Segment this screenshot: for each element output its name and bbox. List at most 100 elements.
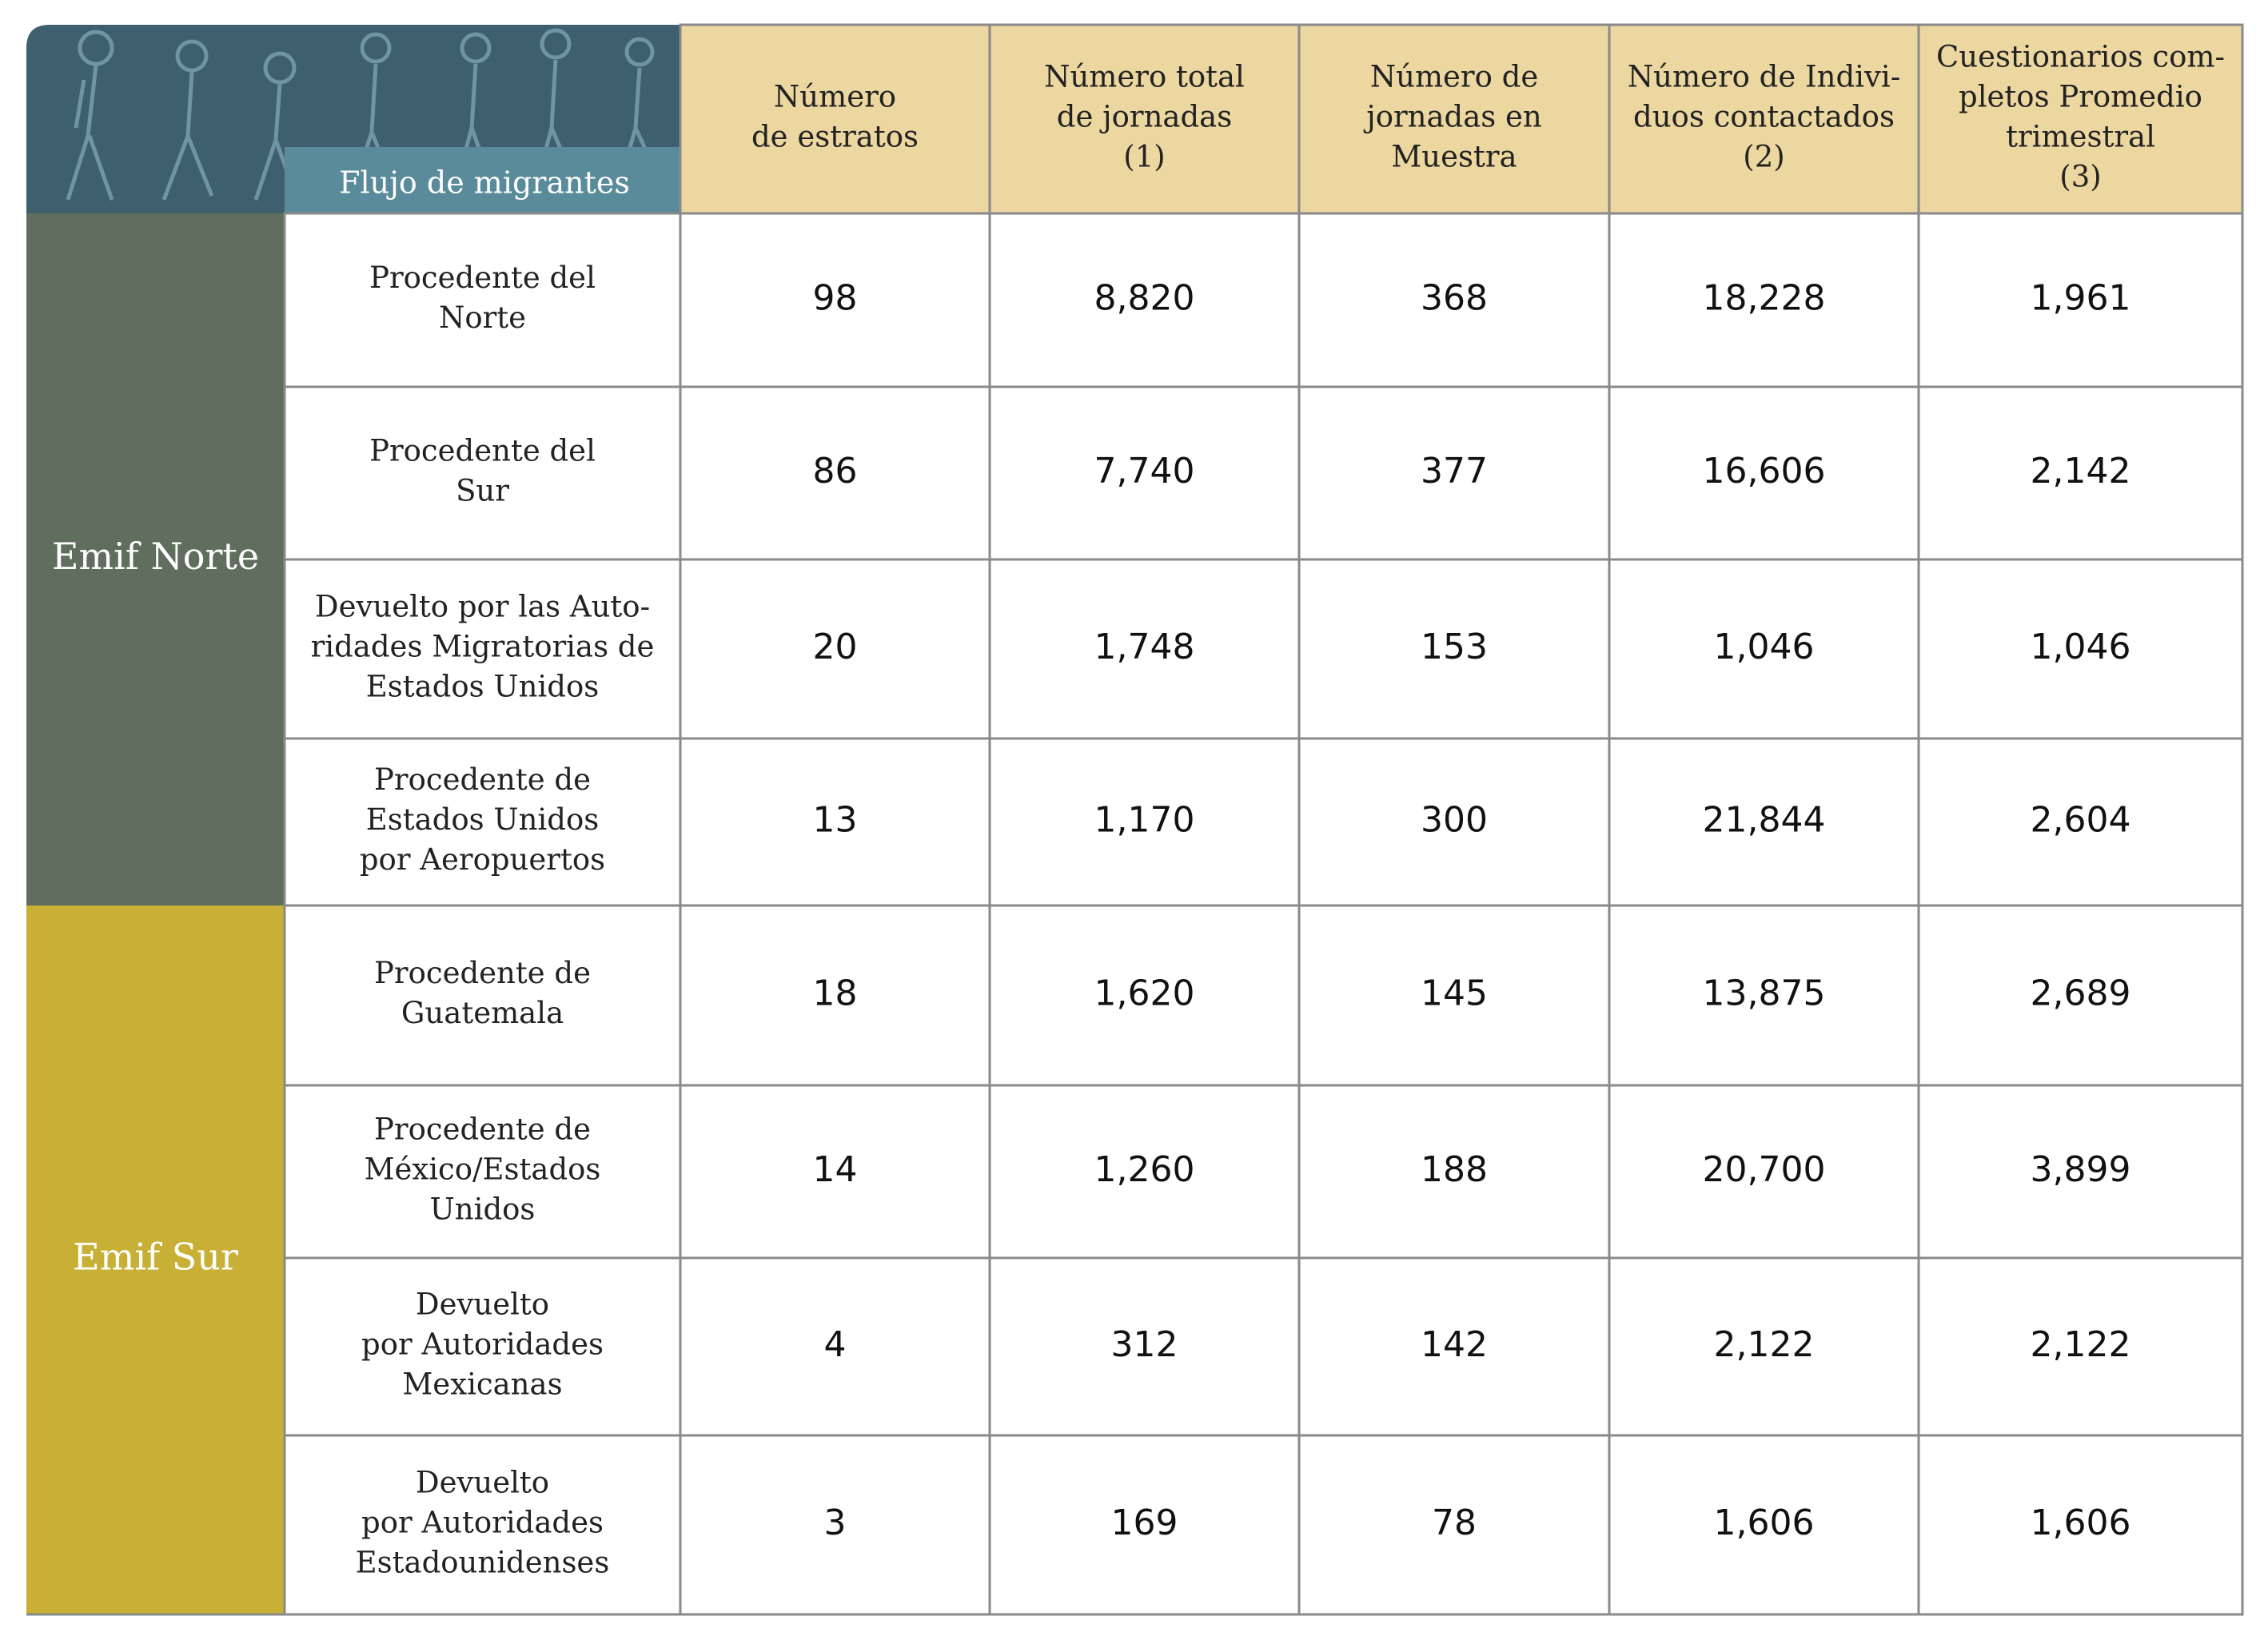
cell-text-line: México/Estados: [365, 1152, 601, 1187]
value: 21,844: [1703, 800, 1826, 841]
cell: [988, 737, 1301, 907]
cell-text-line: de jornadas: [1057, 100, 1232, 134]
cell-text-line: Devuelto: [416, 1288, 549, 1322]
cell-text-line: Devuelto: [416, 1466, 549, 1500]
cell: [988, 1434, 1301, 1616]
cell: [1297, 385, 1611, 561]
cell: [1917, 1084, 2244, 1260]
value: 18: [813, 973, 858, 1014]
cell-text-line: Procedente de: [374, 762, 591, 797]
value: 98: [813, 278, 858, 319]
cell: [1917, 1434, 2244, 1616]
cell: [988, 558, 1301, 740]
value: 2,689: [2031, 973, 2131, 1014]
value: 2,604: [2031, 800, 2131, 841]
cell-text-line: duos contactados: [1633, 100, 1895, 134]
cell-text-line: Procedente de: [374, 956, 591, 990]
cell-text-line: Procedente de: [374, 1113, 591, 1147]
cell: [1917, 737, 2244, 907]
value: 16,606: [1703, 451, 1826, 492]
cell-text-line: ridades Migratorias de: [311, 630, 655, 664]
value: 169: [1111, 1503, 1178, 1543]
cell: [1297, 1084, 1611, 1260]
cell-text-line: Estados Unidos: [366, 802, 599, 837]
value: 13,875: [1703, 973, 1826, 1014]
cell: [1608, 737, 1920, 907]
cell-text-line: (1): [1123, 140, 1165, 174]
cell-text-line: Cuestionarios com-: [1936, 40, 2225, 74]
value: 20: [813, 627, 858, 667]
value: 3: [824, 1503, 847, 1543]
cell-text-line: Procedente del: [369, 434, 596, 468]
cell: [1917, 1256, 2244, 1437]
header-cell: [679, 23, 991, 215]
cell: [679, 558, 991, 740]
cell: [1608, 558, 1920, 740]
cell: [988, 212, 1301, 388]
cell-text-line: pletos Promedio: [1959, 80, 2202, 114]
cell-text-line: Número total: [1044, 60, 1245, 94]
value: 1,606: [1714, 1503, 1815, 1543]
cell: [1608, 1434, 1920, 1616]
cell: [283, 904, 682, 1087]
value: 18,228: [1703, 278, 1826, 319]
cell: [283, 558, 682, 740]
group-label: Emif Sur: [73, 1236, 238, 1279]
group-cell: [26, 213, 285, 906]
corner-label: Flujo de migrantes: [339, 165, 630, 201]
value: 13: [813, 800, 858, 841]
value: 3,899: [2031, 1149, 2131, 1190]
cell-text-line: Guatemala: [401, 996, 564, 1030]
cell: [1917, 212, 2244, 388]
cell-text-line: de estratos: [751, 120, 919, 154]
cell: [1297, 1434, 1611, 1616]
value: 1,606: [2031, 1503, 2131, 1543]
value: 300: [1421, 800, 1488, 841]
value: 1,046: [1714, 627, 1815, 667]
cell-text-line: Procedente del: [369, 261, 596, 295]
cell-text-line: por Autoridades: [361, 1327, 604, 1362]
cell-text-line: Devuelto por las Auto-: [315, 590, 650, 624]
cell: [679, 212, 991, 388]
cell: [283, 1084, 682, 1260]
cell-text-line: Estadounidenses: [356, 1546, 610, 1580]
cell: [283, 737, 682, 907]
header-cell: [1297, 23, 1611, 215]
group-cell: [26, 906, 285, 1614]
value: 2,122: [1714, 1324, 1815, 1365]
cell-text-line: Número: [774, 80, 896, 114]
cell: [1297, 558, 1611, 740]
cell: [1608, 1084, 1920, 1260]
value: 368: [1421, 278, 1488, 319]
corner-label-bg: [285, 147, 680, 213]
value: 145: [1421, 973, 1488, 1014]
value: 1,748: [1094, 627, 1195, 667]
cell-text-line: (2): [1743, 140, 1784, 174]
value: 4: [824, 1324, 847, 1365]
value: 188: [1421, 1149, 1488, 1190]
cell-text-line: por Autoridades: [361, 1506, 604, 1540]
value: 312: [1111, 1324, 1178, 1365]
cell-text-line: Estados Unidos: [366, 670, 599, 704]
cell: [283, 212, 682, 388]
cell-text-line: trimestral: [2006, 120, 2155, 154]
cell-text-line: Norte: [439, 301, 526, 335]
value: 1,046: [2031, 627, 2131, 667]
cell-text-line: Número de Indivi-: [1628, 60, 1900, 94]
header-cell: [988, 23, 1301, 215]
value: 86: [813, 451, 858, 492]
value: 78: [1432, 1503, 1477, 1543]
cell: [1297, 1256, 1611, 1437]
value: 142: [1421, 1324, 1488, 1365]
group-label: Emif Norte: [52, 535, 259, 578]
value: 2,122: [2031, 1324, 2131, 1365]
value: 1,260: [1094, 1149, 1195, 1190]
value: 8,820: [1094, 278, 1195, 319]
value: 20,700: [1703, 1149, 1826, 1190]
cell-text-line: Unidos: [430, 1192, 536, 1227]
cell: [1917, 385, 2244, 561]
value: 1,170: [1094, 800, 1195, 841]
value: 1,620: [1094, 973, 1195, 1014]
